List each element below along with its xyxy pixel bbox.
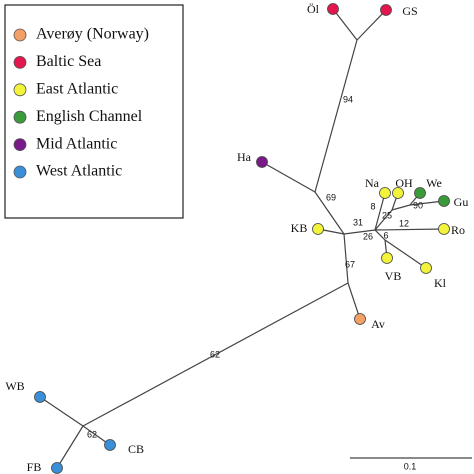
legend-label: West Atlantic — [36, 163, 122, 180]
taxon-label: Av — [371, 317, 385, 331]
taxon-label: We — [426, 176, 442, 190]
support-value: 26 — [363, 231, 373, 241]
legend-label: East Atlantic — [36, 80, 118, 97]
legend-swatch — [13, 110, 27, 124]
taxon-label: Gu — [454, 195, 469, 209]
legend-label: English Channel — [36, 108, 143, 125]
legend-swatch — [13, 28, 27, 42]
taxon-label: Öl — [307, 2, 320, 16]
legend-swatch — [13, 56, 27, 69]
legend-swatch — [13, 83, 27, 97]
taxon-node — [414, 187, 426, 199]
legend-swatch — [13, 165, 27, 179]
support-value: 90 — [413, 200, 423, 210]
legend-label: Averøy (Norway) — [36, 26, 149, 43]
taxon-node — [354, 313, 366, 325]
support-value: 8 — [370, 201, 375, 211]
taxon-node — [312, 223, 324, 235]
taxon-label: KB — [291, 221, 308, 235]
taxon-node — [438, 223, 450, 235]
taxon-label: Ro — [451, 223, 465, 237]
taxon-node — [420, 262, 432, 274]
taxon-label: Ha — [237, 150, 252, 164]
taxon-label: OH — [395, 176, 413, 190]
support-value: 62 — [87, 429, 97, 439]
taxon-node — [327, 3, 339, 15]
scale-label: 0.1 — [404, 461, 417, 471]
taxon-node — [256, 156, 268, 168]
taxon-node — [392, 187, 404, 199]
taxon-node — [381, 252, 393, 264]
taxon-node — [104, 439, 116, 451]
taxon-label: Na — [365, 176, 380, 190]
taxon-label: Kl — [434, 276, 447, 290]
taxon-label: CB — [128, 442, 144, 456]
legend-box — [4, 4, 184, 219]
taxon-label: FB — [27, 460, 42, 474]
support-value: 25 — [382, 210, 392, 220]
taxon-node — [379, 187, 391, 199]
legend-label: Mid Atlantic — [36, 135, 117, 152]
taxon-label: WB — [5, 379, 24, 393]
legend-label: Baltic Sea — [36, 53, 101, 70]
support-value: 62 — [210, 349, 220, 359]
support-value: 31 — [353, 217, 363, 227]
taxon-node — [380, 4, 392, 16]
taxon-node — [34, 391, 46, 403]
support-value: 69 — [326, 192, 336, 202]
support-value: 67 — [345, 259, 355, 269]
support-value: 94 — [343, 94, 353, 104]
support-value: 6 — [383, 230, 388, 240]
support-value: 12 — [399, 218, 409, 228]
taxon-label: GS — [402, 4, 417, 18]
legend-swatch — [13, 138, 27, 152]
taxon-node — [438, 195, 450, 207]
branches — [39, 8, 445, 469]
edges — [39, 8, 445, 469]
taxon-node — [51, 462, 63, 474]
taxon-label: VB — [385, 269, 402, 283]
